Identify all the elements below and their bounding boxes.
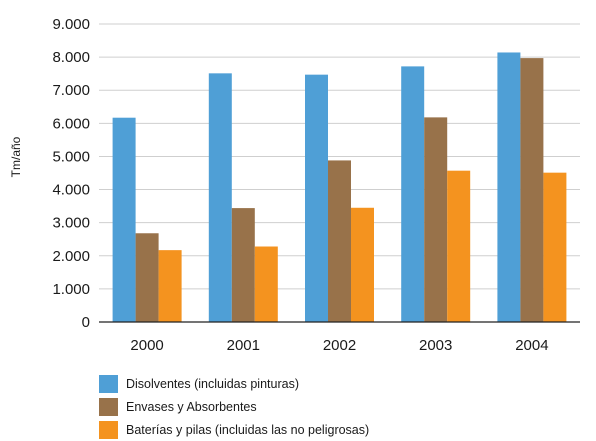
legend-label: Disolventes (incluidas pinturas) — [126, 376, 299, 391]
x-tick-label: 2004 — [515, 337, 548, 354]
bar — [401, 66, 425, 322]
bar — [497, 52, 521, 322]
y-tick-label: 6.000 — [52, 115, 90, 132]
bar — [208, 73, 232, 322]
legend-item: Baterías y pilas (incluidas las no pelig… — [99, 418, 369, 441]
x-tick-label: 2002 — [323, 337, 356, 354]
y-tick-label: 7.000 — [52, 82, 90, 99]
y-tick-label: 1.000 — [52, 281, 90, 298]
y-tick-label: 9.000 — [52, 16, 90, 33]
bar-chart: 0 1.000 2.000 3.000 4.000 5.000 6.000 7.000 8.00… — [9, 16, 580, 354]
bar — [520, 58, 544, 323]
bar — [351, 207, 374, 322]
x-tick-labels: 2000 2001 2002 2003 2004 — [130, 337, 548, 354]
legend-swatch — [99, 420, 118, 439]
bar — [305, 74, 328, 322]
legend-item: Envases y Absorbentes — [99, 395, 369, 418]
legend: Disolventes (incluidas pinturas) Envases … — [99, 372, 369, 441]
bar — [158, 250, 182, 322]
y-axis-label: Tm/año — [9, 136, 23, 177]
legend-item: Disolventes (incluidas pinturas) — [99, 372, 369, 395]
bar — [328, 160, 351, 322]
y-tick-label: 8.000 — [52, 49, 90, 66]
bar — [447, 170, 471, 322]
x-tick-label: 2000 — [130, 337, 163, 354]
bar — [543, 172, 567, 322]
legend-label: Envases y Absorbentes — [126, 399, 257, 414]
y-tick-label: 5.000 — [52, 148, 90, 165]
bar — [254, 246, 278, 322]
y-tick-labels: 0 1.000 2.000 3.000 4.000 5.000 6.000 7.000 8.00… — [52, 16, 90, 331]
bar — [112, 117, 136, 323]
legend-swatch — [99, 397, 118, 416]
bar — [135, 233, 159, 322]
y-tick-label: 0 — [82, 314, 90, 331]
bars — [112, 52, 567, 323]
y-tick-label: 3.000 — [52, 215, 90, 232]
bar — [231, 208, 255, 322]
y-tick-label: 2.000 — [52, 248, 90, 265]
legend-swatch — [99, 374, 118, 393]
legend-label: Baterías y pilas (incluidas las no pelig… — [126, 422, 370, 437]
bar — [424, 117, 448, 322]
x-tick-label: 2003 — [419, 337, 452, 354]
y-tick-label: 4.000 — [52, 182, 90, 199]
x-tick-label: 2001 — [227, 337, 260, 354]
